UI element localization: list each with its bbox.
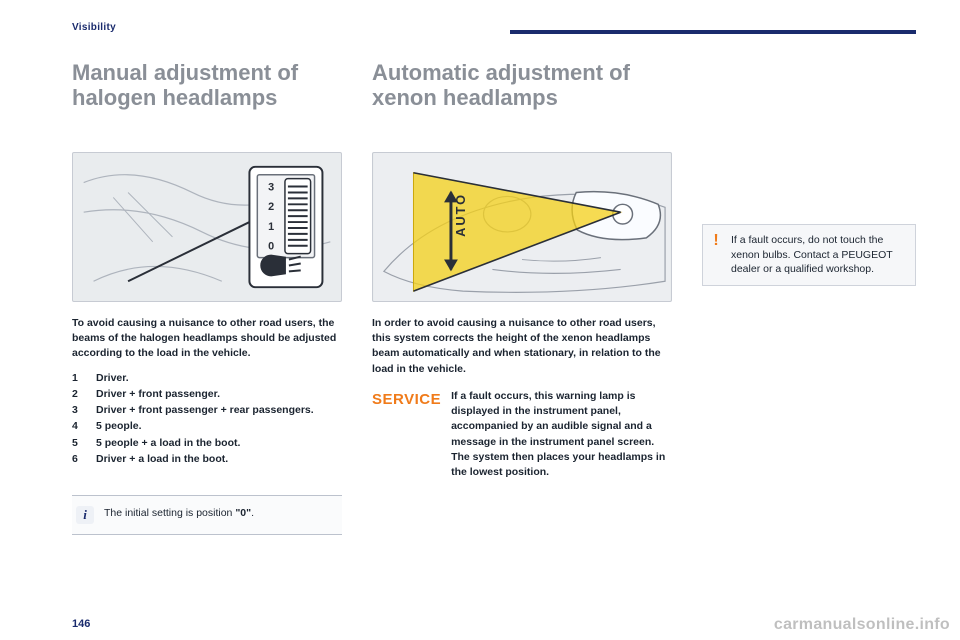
manual-intro: To avoid causing a nuisance to other roa… <box>72 316 342 362</box>
settings-list: 1Driver. 2Driver + front passenger. 3Dri… <box>72 370 342 468</box>
info-icon: i <box>76 506 94 524</box>
column-warning: ! If a fault occurs, do not touch the xe… <box>702 60 916 535</box>
content-columns: Manual adjustment of halogen headlamps <box>72 60 916 535</box>
settings-item: 1Driver. <box>72 370 342 386</box>
settings-item: 2Driver + front passenger. <box>72 386 342 402</box>
page-number: 146 <box>72 618 90 630</box>
warning-text: If a fault occurs, do not touch the xeno… <box>731 233 905 277</box>
service-badge: SERVICE <box>372 389 441 480</box>
settings-item: 3Driver + front passenger + rear passeng… <box>72 402 342 418</box>
auto-label: AUTO <box>453 193 468 237</box>
dial-label-3: 3 <box>268 181 274 193</box>
settings-item: 45 people. <box>72 418 342 434</box>
settings-item: 6Driver + a load in the boot. <box>72 451 342 467</box>
figure-auto-beam: AUTO <box>372 152 672 302</box>
figure-manual-dial: 3 2 1 0 <box>72 152 342 302</box>
warning-icon: ! <box>709 233 723 249</box>
dial-illustration: 3 2 1 0 <box>73 153 341 301</box>
heading-auto: Automatic adjustment of xenon headlamps <box>372 60 672 140</box>
heading-manual: Manual adjustment of halogen headlamps <box>72 60 342 140</box>
auto-intro: In order to avoid causing a nuisance to … <box>372 316 672 377</box>
service-text: If a fault occurs, this warning lamp is … <box>451 389 672 480</box>
dial-label-0: 0 <box>268 241 274 253</box>
info-note: i The initial setting is position "0". <box>72 495 342 535</box>
service-block: SERVICE If a fault occurs, this warning … <box>372 389 672 480</box>
column-manual-adjustment: Manual adjustment of halogen headlamps <box>72 60 342 535</box>
breadcrumb: Visibility <box>72 22 116 33</box>
beam-illustration: AUTO <box>373 153 671 301</box>
warning-box: ! If a fault occurs, do not touch the xe… <box>702 224 916 286</box>
header-accent-bar <box>510 30 916 34</box>
manual-page: Visibility Manual adjustment of halogen … <box>0 0 960 640</box>
settings-item: 55 people + a load in the boot. <box>72 435 342 451</box>
info-note-text: The initial setting is position "0". <box>104 506 254 521</box>
column-auto-adjustment: Automatic adjustment of xenon headlamps <box>372 60 672 535</box>
dial-label-2: 2 <box>268 201 274 213</box>
dial-label-1: 1 <box>268 221 274 233</box>
footer-watermark: carmanualsonline.info <box>774 616 950 634</box>
